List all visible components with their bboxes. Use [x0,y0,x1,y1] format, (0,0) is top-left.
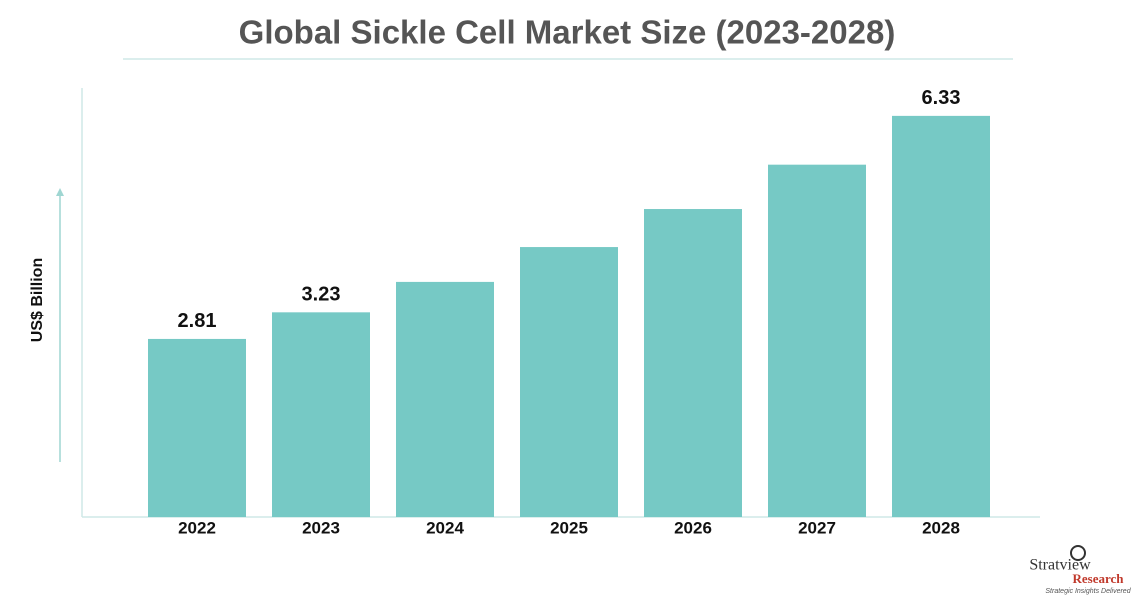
bar [520,247,618,518]
bar [768,164,866,517]
bar [272,312,370,517]
logo-icon [1070,545,1086,561]
bar [892,115,990,517]
x-tick-label: 2028 [922,518,960,537]
bar [148,338,246,517]
y-axis-label: US$ Billion [29,258,46,342]
bar [644,209,742,517]
data-label: 3.23 [302,284,341,306]
x-tick-label: 2027 [798,518,836,537]
chart-title: Global Sickle Cell Market Size (2023-202… [239,14,896,51]
x-tick-label: 2026 [674,518,712,537]
data-label: 6.33 [922,87,961,109]
x-tick-label: 2022 [178,518,216,537]
logo-tagline: Strategic Insights Delivered [1045,588,1131,595]
data-label: 2.81 [178,310,217,332]
axis-arrow-head [56,188,64,196]
logo-name: Stratview [1029,557,1091,574]
x-tick-label: 2025 [550,518,588,537]
x-tick-label: 2024 [426,518,464,537]
bar [396,281,494,517]
x-tick-label: 2023 [302,518,340,537]
logo-subname: Research [1072,571,1124,586]
